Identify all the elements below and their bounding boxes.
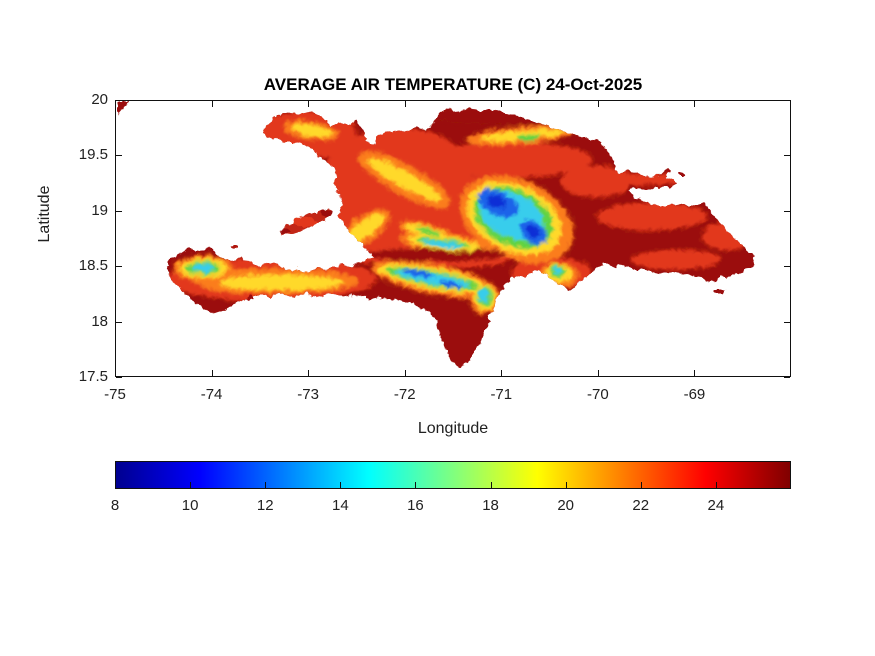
colorbar-tick-label: 10 (181, 497, 199, 514)
colorbar-tick-mark (565, 482, 567, 488)
temp-layer-dark-blue (484, 193, 539, 237)
colorbar-tick-label: 18 (482, 497, 499, 514)
y-tick-label: 18.5 (78, 257, 108, 275)
colorbar-tick-label: 22 (632, 497, 650, 514)
y-tick-mark-right (784, 210, 790, 212)
temperature-map (116, 100, 753, 366)
colorbar-tick-label: 16 (407, 497, 424, 514)
x-tick-mark-bottom (501, 370, 503, 376)
y-tick-mark-left (116, 155, 122, 157)
colorbar-tick-mark (190, 482, 192, 488)
y-tick-mark-right (784, 155, 790, 157)
x-tick-label: -71 (490, 386, 513, 403)
y-tick-mark-right (784, 100, 790, 101)
y-tick-mark-left (116, 210, 122, 212)
colorbar-tick-mark (265, 482, 267, 488)
x-tick-mark-top (211, 101, 213, 107)
y-tick-mark-left (116, 321, 122, 323)
x-tick-mark-bottom (694, 370, 696, 376)
x-tick-mark-top (597, 101, 599, 107)
colorbar-tick-label: 14 (331, 497, 349, 514)
y-axis-label: Latitude (36, 185, 53, 243)
x-tick-mark-top (404, 101, 406, 107)
cayemites-island (229, 243, 237, 249)
y-tick-label: 19.5 (78, 146, 108, 164)
y-tick-label: 20 (91, 91, 108, 108)
x-tick-mark-bottom (211, 370, 213, 376)
colorbar (115, 461, 791, 489)
colorbar-tick-mark (715, 482, 717, 488)
y-tick-label: 19 (91, 201, 108, 219)
island-render-group (116, 100, 753, 366)
colorbar-tick-mark (115, 482, 116, 488)
x-tick-mark-top (115, 101, 116, 107)
y-tick-mark-left (116, 266, 122, 268)
x-tick-mark-top (308, 101, 310, 107)
x-tick-mark-top (694, 101, 696, 107)
colorbar-tick-label: 20 (557, 497, 574, 514)
ile-a-vache-island (244, 295, 252, 299)
x-tick-mark-top (501, 101, 503, 107)
cuba-corner-fragment (116, 100, 127, 113)
y-tick-label: 17.5 (78, 368, 108, 385)
y-tick-mark-right (784, 266, 790, 268)
x-tick-label: -69 (683, 386, 706, 403)
colorbar-tick-label: 24 (707, 497, 725, 514)
samana-cay-fragment (676, 170, 684, 174)
colorbar-tick-mark (340, 482, 342, 488)
x-axis-label: Longitude (417, 420, 489, 437)
x-tick-mark-bottom (308, 370, 310, 376)
x-tick-label: -70 (587, 386, 609, 403)
saona-island (711, 288, 724, 292)
gonave-island (278, 207, 331, 234)
colorbar-tick-label: 8 (110, 497, 120, 514)
x-tick-label: -74 (200, 386, 223, 403)
colorbar-tick-label: 12 (256, 497, 274, 514)
x-tick-label: -73 (297, 386, 319, 403)
y-tick-mark-right (784, 377, 790, 378)
y-tick-mark-left (116, 377, 122, 378)
x-tick-mark-bottom (597, 370, 599, 376)
x-tick-label: -72 (393, 386, 416, 403)
y-tick-mark-right (784, 321, 790, 323)
x-tick-label: -75 (104, 386, 126, 403)
x-tick-mark-bottom (115, 370, 116, 376)
y-tick-mark-left (116, 100, 122, 101)
colorbar-tick-mark (640, 482, 642, 488)
colorbar-tick-mark (415, 482, 417, 488)
y-tick-label: 18 (91, 312, 108, 330)
x-tick-mark-bottom (404, 370, 406, 376)
chart-title: AVERAGE AIR TEMPERATURE (C) 24-Oct-2025 (263, 75, 643, 94)
colorbar-tick-mark (490, 482, 492, 488)
